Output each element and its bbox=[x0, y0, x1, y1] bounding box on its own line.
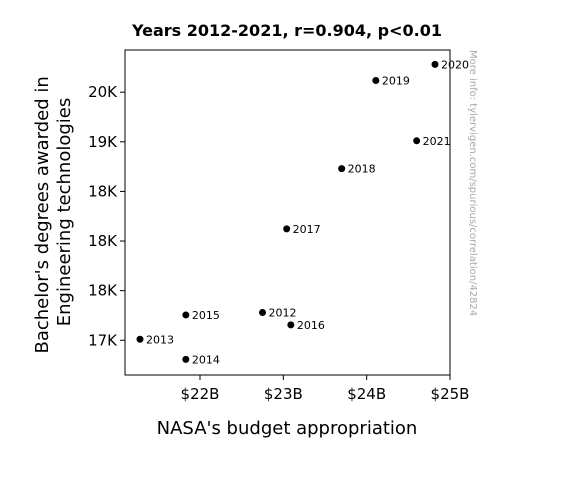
x-axis: $22B $23B $24B $25B bbox=[181, 375, 470, 403]
data-point-label: 2017 bbox=[293, 223, 321, 236]
watermark-text: More info: tylervigen.com/spurious/corre… bbox=[467, 50, 478, 316]
data-points: 2012 2013 2014 2015 2016 2017 2018 2019 2020 2021 bbox=[136, 58, 469, 366]
x-tick-label: $24B bbox=[347, 385, 386, 403]
data-point-label: 2018 bbox=[348, 163, 376, 176]
data-point bbox=[283, 225, 291, 233]
data-point-label: 2015 bbox=[192, 309, 220, 322]
y-axis: 17K 18K 18K 18K 19K 20K bbox=[88, 83, 125, 349]
y-axis-label-line-1: Bachelor's degrees awarded in bbox=[32, 76, 53, 353]
data-point bbox=[413, 137, 421, 145]
x-tick-label: $23B bbox=[264, 385, 303, 403]
x-tick-label: $25B bbox=[431, 385, 470, 403]
data-point-label: 2014 bbox=[192, 353, 220, 366]
data-point bbox=[182, 355, 190, 363]
plot-area bbox=[124, 49, 451, 376]
y-tick-label: 18K bbox=[88, 182, 118, 200]
data-point-label: 2020 bbox=[441, 58, 469, 71]
y-tick-label: 19K bbox=[88, 133, 118, 151]
x-tick-label: $22B bbox=[181, 385, 220, 403]
data-point-label: 2016 bbox=[297, 319, 325, 332]
data-point bbox=[287, 321, 295, 329]
x-axis-label: NASA's budget appropriation bbox=[157, 418, 418, 439]
data-point bbox=[431, 60, 439, 68]
data-point bbox=[372, 77, 380, 85]
y-tick-label: 20K bbox=[88, 83, 118, 101]
data-point-label: 2012 bbox=[269, 306, 297, 319]
data-point-label: 2019 bbox=[382, 75, 410, 88]
y-axis-label: Bachelor's degrees awarded in Engineerin… bbox=[32, 70, 75, 353]
data-point bbox=[136, 335, 144, 343]
y-tick-label: 18K bbox=[88, 232, 118, 250]
data-point bbox=[259, 308, 266, 316]
y-tick-label: 17K bbox=[88, 331, 118, 349]
y-axis-label-line-2: Engineering technologies bbox=[54, 98, 75, 326]
data-point-label: 2021 bbox=[423, 135, 451, 148]
data-point-label: 2013 bbox=[146, 333, 174, 346]
data-point bbox=[182, 311, 190, 319]
data-point bbox=[338, 165, 346, 173]
chart-title: Years 2012-2021, r=0.904, p<0.01 bbox=[131, 21, 442, 40]
y-tick-label: 18K bbox=[88, 282, 118, 300]
